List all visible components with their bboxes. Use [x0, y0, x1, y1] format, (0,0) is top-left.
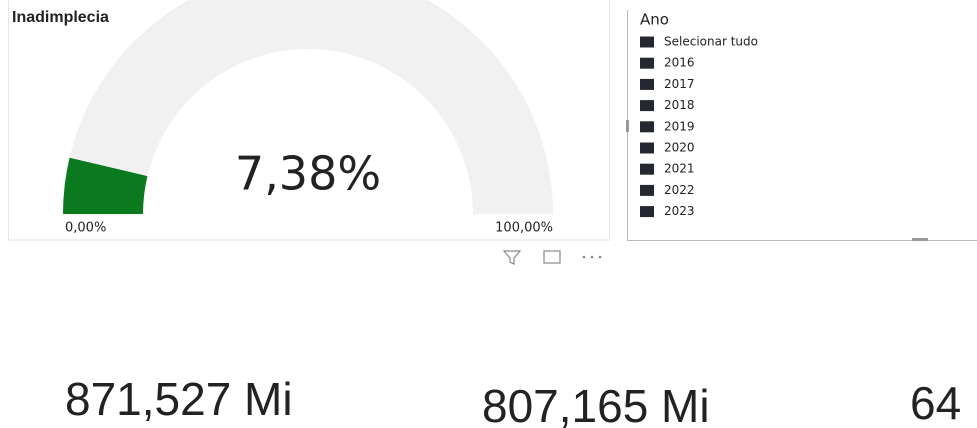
gauge-tick-label: 0,00%	[65, 221, 106, 236]
slicer-checkbox[interactable]	[640, 78, 654, 90]
slicer-item[interactable]: Selecionar tudo	[664, 35, 758, 49]
slicer-checkbox[interactable]	[640, 57, 654, 69]
gauge-value-label: 7,38%	[235, 147, 381, 201]
gauge-value	[63, 157, 148, 214]
resize-handle[interactable]	[912, 238, 928, 241]
slicer-checkbox[interactable]	[640, 142, 654, 154]
card-value: 64	[910, 377, 961, 428]
slicer-checkbox[interactable]	[640, 184, 654, 196]
slicer-item[interactable]: 2021	[664, 162, 695, 176]
slicer-title: Ano	[640, 11, 669, 29]
visual-toolbar	[502, 250, 602, 265]
slicer-checkbox[interactable]	[640, 206, 654, 218]
slicer-checkbox[interactable]	[640, 100, 654, 112]
focus-icon[interactable]	[543, 250, 561, 264]
resize-handle[interactable]	[626, 120, 629, 132]
slicer-checkbox[interactable]	[640, 163, 654, 175]
slicer-list: Selecionar tudo 2016 2017 2018 2019 2020 2021 2…	[640, 35, 758, 218]
card-value: 807,165 Mi	[482, 380, 710, 428]
slicer-checkbox[interactable]	[640, 36, 654, 48]
slicer-item[interactable]: 2022	[664, 183, 695, 197]
slicer-item[interactable]: 2023	[664, 204, 695, 218]
more-options[interactable]	[582, 255, 602, 259]
gauge: 7,38% 0,00% 100,00%	[63, 0, 553, 236]
gauge-track	[63, 0, 553, 214]
slicer-checkbox[interactable]	[640, 121, 654, 133]
gauge-title: Inadimplecia	[12, 9, 109, 26]
slicer-item[interactable]: 2016	[664, 56, 695, 70]
slicer-item[interactable]: 2019	[664, 119, 695, 133]
gauge-tick-label: 100,00%	[495, 221, 553, 236]
cards: 871,527 Mi 807,165 Mi 64	[65, 373, 961, 428]
slicer-item[interactable]: 2020	[664, 141, 695, 155]
slicer-item[interactable]: 2017	[664, 77, 695, 91]
slicer-item[interactable]: 2018	[664, 98, 695, 112]
filter-icon[interactable]	[502, 250, 522, 265]
card-value: 871,527 Mi	[65, 373, 293, 425]
